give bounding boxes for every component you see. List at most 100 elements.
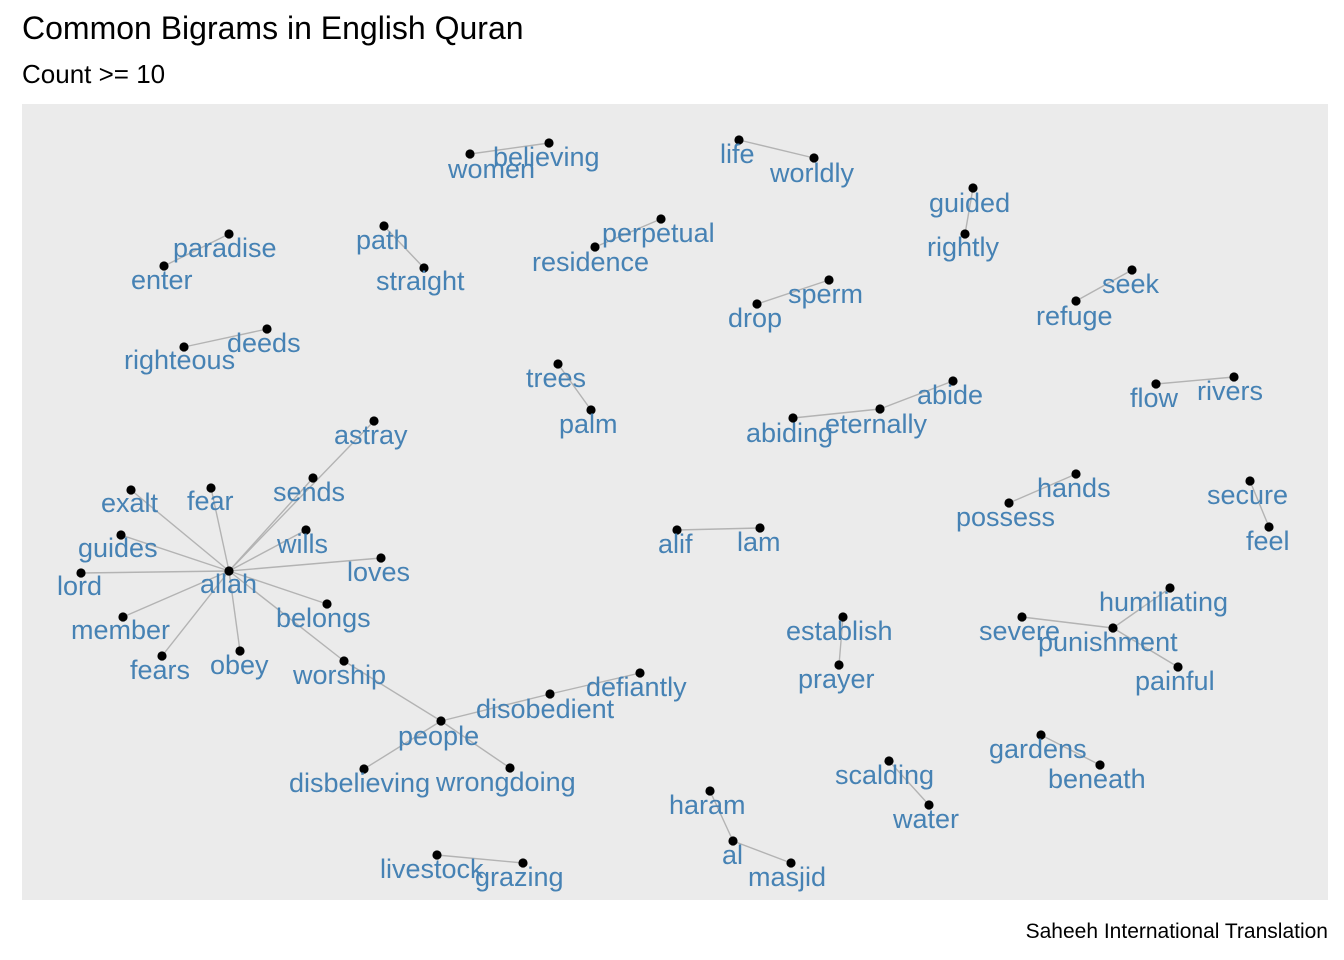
edge-hands-possess: [1008, 473, 1077, 504]
label-seek: seek: [1102, 269, 1160, 299]
label-water: water: [892, 804, 959, 834]
label-worldly: worldly: [769, 158, 855, 188]
edge-allah-guides: [120, 534, 230, 572]
label-beneath: beneath: [1048, 764, 1146, 794]
node-paradise: [224, 229, 234, 239]
label-trees: trees: [526, 363, 586, 393]
label-exalt: exalt: [101, 488, 159, 518]
edge-abide-eternally: [879, 380, 954, 410]
edge-abiding-eternally: [792, 408, 881, 419]
node-beneath: [1095, 760, 1105, 770]
node-feel: [1264, 522, 1274, 532]
label-astray: astray: [334, 420, 408, 450]
label-abiding: abiding: [746, 418, 833, 448]
edge-palm-trees: [557, 363, 592, 411]
edge-believing-women: [469, 142, 550, 155]
label-flow: flow: [1130, 383, 1179, 413]
label-severe: severe: [979, 616, 1060, 646]
label-alif: alif: [658, 529, 693, 559]
edge-disbelieving-people: [363, 720, 442, 770]
node-straight: [419, 263, 429, 273]
label-people: people: [398, 721, 479, 751]
label-eternally: eternally: [825, 409, 928, 439]
edge-grazing-livestock: [436, 854, 524, 864]
edge-allah-wills: [228, 529, 307, 572]
node-eternally: [875, 404, 885, 414]
node-fear: [206, 483, 216, 493]
node-disbelieving: [359, 764, 369, 774]
edge-severe-punishment: [1021, 616, 1114, 629]
label-residence: residence: [532, 247, 649, 277]
node-gardens: [1036, 730, 1046, 740]
node-life: [734, 135, 744, 145]
label-worship: worship: [292, 660, 386, 690]
label-women: women: [447, 154, 535, 184]
node-alif: [672, 525, 682, 535]
node-residence: [590, 242, 600, 252]
edge-worship-allah: [228, 570, 345, 662]
edge-rivers-flow: [1155, 376, 1235, 385]
node-secure: [1245, 476, 1255, 486]
edge-worldly-life: [738, 139, 815, 159]
node-guides: [116, 530, 126, 540]
label-believing: believing: [493, 142, 600, 172]
label-possess: possess: [956, 502, 1055, 532]
label-al: al: [722, 840, 743, 870]
label-drop: drop: [728, 303, 782, 333]
node-allah: [224, 566, 234, 576]
edge-seek-refuge: [1075, 269, 1133, 302]
node-establish: [838, 612, 848, 622]
label-sends: sends: [273, 477, 345, 507]
label-palm: palm: [559, 409, 618, 439]
edge-rightly-guided: [964, 187, 974, 235]
label-belongs: belongs: [276, 603, 371, 633]
label-abide: abide: [917, 380, 983, 410]
label-paradise: paradise: [173, 233, 277, 263]
edge-sperm-drop: [756, 279, 830, 305]
label-path: path: [356, 225, 409, 255]
node-member: [118, 612, 128, 622]
label-scalding: scalding: [835, 760, 934, 790]
node-worldly: [809, 153, 819, 163]
label-rivers: rivers: [1197, 376, 1263, 406]
label-guides: guides: [78, 533, 158, 563]
label-secure: secure: [1207, 480, 1288, 510]
nodes-layer: [76, 135, 1274, 868]
node-believing: [544, 138, 554, 148]
edge-wrongdoing-people: [440, 720, 511, 769]
node-abide: [948, 376, 958, 386]
node-worship: [339, 656, 349, 666]
node-al: [728, 836, 738, 846]
edge-feel-secure: [1249, 480, 1270, 528]
edge-humiliating-punishment: [1112, 587, 1171, 629]
edge-perpetual-residence: [594, 218, 662, 248]
node-loves: [376, 553, 386, 563]
label-perpetual: perpetual: [602, 218, 715, 248]
node-sends: [308, 473, 318, 483]
edge-obey-allah: [228, 570, 241, 652]
label-loves: loves: [347, 557, 410, 587]
plot-panel: women believing life worldly guided rightly pa…: [22, 104, 1328, 900]
label-obey: obey: [210, 650, 269, 680]
label-lam: lam: [737, 527, 781, 557]
label-fear: fear: [187, 486, 234, 516]
node-hands: [1071, 469, 1081, 479]
edge-belongs-allah: [228, 570, 328, 605]
node-lam: [755, 523, 765, 533]
edge-painful-punishment: [1112, 627, 1179, 668]
node-rightly: [960, 229, 970, 239]
edge-fear-allah: [210, 487, 230, 572]
label-establish: establish: [786, 616, 893, 646]
label-grazing: grazing: [475, 862, 564, 892]
edge-allah-astray: [228, 420, 375, 572]
edge-exalt-allah: [130, 489, 230, 572]
label-guided: guided: [929, 188, 1010, 218]
node-disobedient: [545, 689, 555, 699]
node-water: [924, 800, 934, 810]
label-wills: wills: [276, 529, 328, 559]
edge-righteous-deeds: [183, 328, 268, 348]
node-palm: [586, 405, 596, 415]
label-sperm: sperm: [788, 279, 863, 309]
node-fears: [157, 651, 167, 661]
